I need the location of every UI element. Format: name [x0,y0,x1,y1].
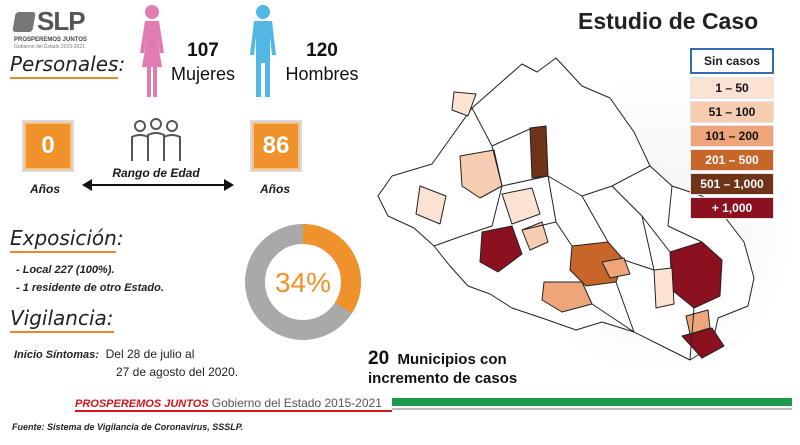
vigilancia-date-2: 27 de agosto del 2020. [116,365,239,379]
male-figure-icon [250,5,276,97]
legend-sin-casos: Sin casos [690,48,774,74]
legend-item: + 1,000 [690,197,774,219]
footer-red-line [75,410,392,412]
donut-percent-text: 34% [275,267,331,298]
female-figure-icon [140,5,164,97]
legend-item: 51 – 100 [690,101,774,123]
logo-subtitle-2: Gobierno del Estado 2015-2021 [14,44,85,50]
personales-heading: Personales: [10,52,125,79]
vigilancia-date-1: Del 28 de julio al [105,347,195,361]
footer-green-bar [392,398,792,406]
rango-edad-label: Rango de Edad [112,166,200,180]
footer-grey-line [392,408,792,410]
edad-min-box: 0 [22,120,74,172]
fuente-text: Fuente: Sistema de Vigilancia de Coronav… [12,422,244,432]
inicio-sintomas-label: Inicio Síntomas: [14,349,99,361]
municipio-101-200-c [601,257,631,279]
hombres-label: Hombres [285,64,359,84]
double-arrow-icon [82,179,234,191]
hombres-count: 120 [306,40,338,61]
exposicion-line-1: - Local 227 (100%). [16,264,115,276]
municipio-1000-plus-a [479,225,523,273]
vigilancia-line-1: Inicio Síntomas: Del 28 de julio al [14,347,194,361]
edad-max-box: 86 [250,120,302,172]
municipio-501-1000 [529,125,549,179]
legend-item: 201 – 500 [690,149,774,171]
edad-max-label: Años [260,182,290,196]
state-map [377,57,755,361]
exposicion-heading: Exposición: [10,226,124,253]
exposicion-line-2: - 1 residente de otro Estado. [16,282,164,294]
slp-logo: SLP PROSPEREMOS JUNTOS Gobierno del Esta… [12,6,134,50]
municipios-line-1: Municipios con [397,351,507,368]
footer-gobierno: Gobierno del Estado 2015-2021 [211,396,382,410]
edad-min-label: Años [30,182,60,196]
vigilancia-heading: Vigilancia: [10,306,114,333]
mujeres-label: Mujeres [170,64,236,84]
municipio-1-50-c [653,267,675,309]
legend-item: 101 – 200 [690,125,774,147]
legend-item: 1 – 50 [690,77,774,99]
municipios-line-2: incremento de casos [368,370,518,387]
municipios-summary: 20 Municipios con incremento de casos [368,349,517,388]
donut-fill [245,224,361,340]
logo-text: SLP [37,6,86,36]
logo-subtitle: PROSPEREMOS JUNTOS [14,37,87,43]
municipio-1-50-a [415,185,447,225]
municipio-1-50-b [501,187,541,225]
footer-pj: PROSPEREMOS JUNTOS [75,398,209,410]
legend-item: 501 – 1,000 [690,173,774,195]
municipios-count: 20 [368,348,390,369]
page-title: Estudio de Caso [578,8,759,34]
municipio-1-50-d [451,91,477,117]
percentage-donut: 34% [245,224,361,340]
footer-brand: PROSPEREMOS JUNTOS Gobierno del Estado 2… [75,396,382,410]
mujeres-count: 107 [187,40,219,61]
map-legend: 1 – 50 51 – 100 101 – 200 201 – 500 501 … [690,77,774,219]
municipio-51-100-b [521,221,549,251]
municipio-51-100 [459,149,503,199]
municipio-101-200 [541,281,593,313]
group-people-icon [131,118,181,161]
